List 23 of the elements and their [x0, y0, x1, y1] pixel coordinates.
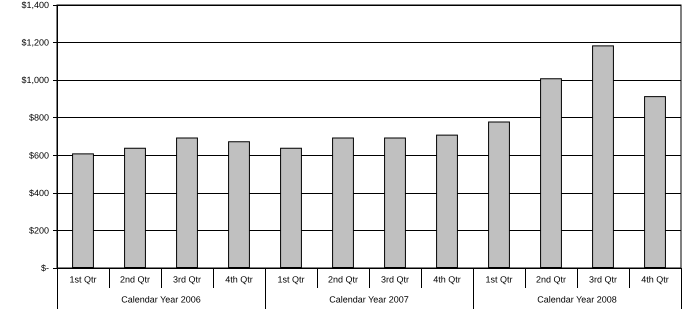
y-tick-label: $600 — [28, 150, 49, 160]
x-tick-label: 1st Qtr — [485, 274, 513, 284]
x-tick-label: 3rd Qtr — [588, 274, 618, 284]
y-tick-label: $200 — [28, 225, 49, 236]
x-tick-label: 3rd Qtr — [380, 274, 410, 284]
x-tick-label: 2nd Qtr — [328, 274, 358, 284]
x-tick-label: 1st Qtr — [69, 274, 97, 284]
text: Calendar Year 2006 — [121, 294, 201, 304]
text: Calendar Year 2008 — [537, 294, 617, 304]
y-tick-label: $400 — [28, 188, 49, 198]
x-tick-label: 4th Qtr — [433, 274, 461, 284]
x-tick-label: 2nd Qtr — [536, 274, 566, 284]
y-tick-label: $800 — [28, 112, 49, 123]
x-tick-label: 3rd Qtr — [172, 274, 202, 284]
y-tick-label: $1,000 — [21, 75, 49, 86]
y-tick-label: $1,200 — [21, 38, 49, 48]
x-tick-label: 4th Qtr — [225, 274, 253, 284]
text: Calendar Year 2007 — [329, 294, 409, 304]
x-tick-label: 1st Qtr — [277, 274, 305, 284]
y-tick-label: $- — [40, 263, 49, 273]
x-tick-label: 4th Qtr — [641, 274, 669, 284]
y-tick-label: $1,400 — [21, 0, 49, 10]
x-tick-label: 2nd Qtr — [120, 274, 150, 284]
